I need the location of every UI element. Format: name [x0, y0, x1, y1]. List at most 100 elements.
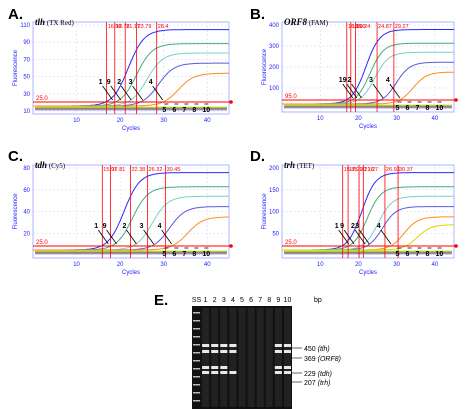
ct-label: 22.38 — [131, 167, 145, 173]
band-gene: (trh) — [318, 380, 331, 387]
lane-label: 10 — [284, 297, 292, 304]
band-size: 207 — [304, 380, 318, 387]
dna-band — [274, 371, 282, 374]
lane-smear — [238, 308, 246, 407]
dna-band — [220, 350, 228, 353]
ladder-band — [193, 392, 201, 394]
ct-label: 30.37 — [399, 167, 413, 173]
y-tick-label: 150 — [269, 188, 280, 194]
sample-arrow — [354, 229, 366, 245]
lane-label: 5 — [240, 297, 244, 304]
ct-label: 15.88 — [344, 167, 358, 173]
x-tick-label: 20 — [117, 118, 124, 124]
sample-label: 3 — [140, 223, 144, 230]
sample-arrow — [380, 229, 392, 245]
y-tick-label: 50 — [23, 75, 30, 81]
chart-panel-tdh: 10 20 30 40 80 60 40 20 Cycles Fluorescence 25.0 1 5… — [13, 160, 233, 276]
sample-label: 2 — [122, 223, 126, 230]
y-tick-label: 400 — [269, 23, 280, 29]
sample-label: 3 — [355, 223, 359, 230]
dna-band — [283, 350, 291, 353]
x-tick-label: 40 — [432, 262, 439, 268]
sample-arrow — [132, 85, 143, 101]
sample-label: 7 — [416, 105, 420, 112]
lane-label: 7 — [258, 297, 262, 304]
ct-label: 17.29 — [349, 167, 363, 173]
sample-label: 1 — [99, 79, 103, 86]
lane-label: 9 — [276, 297, 280, 304]
sample-label: 6 — [172, 107, 176, 114]
sample-arrow — [110, 85, 122, 101]
band-label: 207 (trh) — [304, 380, 330, 387]
sample-label: 9 — [340, 223, 344, 230]
y-tick-label: 60 — [23, 188, 30, 194]
dna-band — [274, 366, 282, 369]
dna-band — [229, 344, 237, 347]
sample-arrow — [351, 83, 362, 99]
band-size: 229 — [304, 371, 318, 378]
sample-label: 5 — [162, 107, 166, 114]
sample-arrow — [342, 83, 354, 99]
chart-panel-tlh: 10 20 30 401109070503010CyclesFluorescence2… — [13, 17, 233, 132]
sample-label: 4 — [386, 77, 390, 84]
lane-smear — [202, 308, 210, 407]
sample-arrow — [106, 229, 117, 245]
sample-label: 9 — [103, 223, 107, 230]
ct-label: 30.45 — [167, 167, 181, 173]
chart-panel-trh: 10 20 30 40 200 150 100 50 Cycles Fluorescence 25.… — [262, 160, 458, 276]
lane-label: 8 — [267, 297, 271, 304]
dye-name: (FAM) — [307, 19, 329, 27]
ct-label: 18.00 — [352, 24, 366, 30]
ct-label: 21.17 — [126, 24, 140, 30]
y-tick-label: 40 — [23, 210, 30, 216]
y-tick-label: 20 — [23, 231, 30, 237]
ladder-band — [193, 400, 201, 402]
x-tick-label: 40 — [204, 262, 211, 268]
sample-label: 8 — [426, 105, 430, 112]
y-tick-label: 90 — [23, 40, 30, 46]
x-tick-label: 40 — [432, 116, 439, 122]
plot-frame — [32, 21, 230, 115]
ct-label: 21.27 — [364, 167, 378, 173]
y-tick-label: 10 — [23, 109, 30, 115]
sample-arrow — [343, 229, 355, 245]
y-axis-label: Fluorescence — [262, 48, 268, 85]
sample-arrow — [389, 83, 401, 99]
dna-band — [274, 344, 282, 347]
dna-band — [202, 344, 210, 347]
sample-label: 7 — [416, 251, 420, 258]
sample-label: 3 — [129, 79, 133, 86]
sample-label: 5 — [396, 251, 400, 258]
y-tick-label: 110 — [20, 23, 30, 29]
lane-smear — [229, 308, 237, 407]
band-label: 450 (tlh) — [304, 346, 330, 353]
sample-label: 9 — [107, 79, 111, 86]
threshold-value: 25.0 — [285, 240, 297, 246]
lane-smear — [256, 308, 264, 407]
x-tick-label: 20 — [355, 262, 362, 268]
threshold-handle — [454, 244, 458, 248]
y-tick-label: 50 — [272, 231, 279, 237]
sample-label: 5 — [396, 105, 400, 112]
ct-label: 29.27 — [395, 24, 409, 30]
band-gene: (tdh) — [318, 371, 332, 378]
x-tick-label: 20 — [117, 262, 124, 268]
sample-label: 10 — [202, 107, 210, 114]
sample-label: 7 — [182, 107, 186, 114]
ct-label: 28.4 — [158, 24, 169, 30]
dna-band — [283, 344, 291, 347]
dye-name: (TX Red) — [45, 19, 74, 27]
sample-label: 4 — [158, 223, 162, 230]
sample-label: 8 — [192, 251, 196, 258]
x-tick-label: 30 — [393, 262, 400, 268]
dye-name: (TET) — [295, 162, 315, 170]
sample-label: 10 — [436, 251, 444, 258]
sample-label: 9 — [343, 77, 347, 84]
x-axis-label: Cycles — [122, 126, 140, 132]
dna-band — [202, 371, 210, 374]
panel-title: ORF8 (FAM) — [284, 17, 329, 27]
lane-label: 3 — [222, 297, 226, 304]
y-tick-label: 200 — [269, 166, 280, 172]
dye-name: (Cy5) — [47, 162, 66, 170]
lane-label: 1 — [204, 297, 208, 304]
